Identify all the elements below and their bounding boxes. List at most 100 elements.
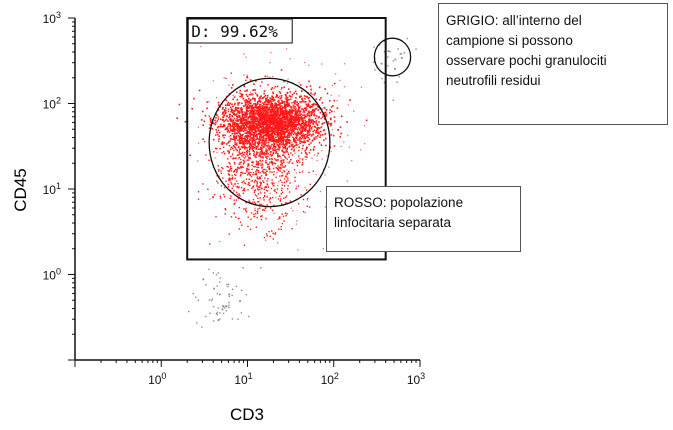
density-dot: [278, 145, 281, 148]
density-dot: [267, 109, 269, 112]
density-dot: [231, 175, 233, 177]
density-dot: [251, 168, 253, 171]
density-dot: [233, 170, 236, 172]
density-dot: [269, 139, 271, 141]
density-dot: [264, 150, 267, 152]
density-dot: [219, 312, 221, 314]
density-dot: [295, 147, 298, 149]
density-dot: [251, 104, 253, 107]
density-dot: [271, 163, 274, 166]
density-dot: [273, 174, 275, 176]
density-dot: [272, 129, 275, 132]
density-dot: [226, 283, 228, 286]
density-dot: [254, 194, 257, 196]
density-dot: [220, 123, 222, 126]
density-dot: [277, 165, 279, 167]
density-dot: [287, 179, 289, 181]
density-dot: [228, 151, 230, 154]
density-dot: [275, 94, 278, 97]
density-dot: [256, 123, 258, 126]
density-dot: [249, 132, 252, 135]
density-dot: [291, 108, 294, 111]
density-dot: [262, 131, 264, 134]
density-dot: [254, 143, 256, 145]
density-dot: [283, 128, 286, 130]
density-dot: [247, 135, 249, 138]
density-dot: [254, 128, 257, 131]
density-dot: [288, 131, 291, 133]
density-dot: [324, 206, 326, 208]
density-dot: [241, 95, 243, 98]
density-dot: [255, 173, 258, 176]
density-dot: [237, 104, 240, 106]
density-dot: [280, 96, 283, 99]
density-dot: [224, 213, 226, 215]
density-dot: [238, 167, 240, 169]
density-dot: [250, 111, 253, 113]
density-dot: [224, 107, 227, 109]
density-dot: [312, 104, 314, 107]
density-dot: [299, 84, 302, 86]
density-dot: [275, 119, 278, 122]
density-dot: [243, 147, 246, 150]
density-dot: [266, 130, 268, 133]
density-dot: [246, 159, 248, 161]
density-dot: [261, 153, 263, 155]
density-dot: [290, 124, 293, 127]
density-dot: [228, 136, 230, 138]
density-dot: [229, 140, 231, 142]
density-dot: [264, 187, 266, 189]
density-dot: [232, 84, 234, 86]
density-dot: [291, 121, 294, 123]
density-dot: [259, 181, 261, 183]
density-dot: [281, 184, 284, 186]
density-dot: [259, 85, 261, 87]
density-dot: [289, 132, 292, 135]
density-dot: [261, 125, 264, 128]
density-dot: [232, 130, 234, 133]
density-dot: [252, 107, 255, 109]
density-dot: [308, 80, 310, 83]
density-dot: [306, 113, 308, 116]
density-dot: [275, 148, 278, 151]
density-dot: [295, 119, 297, 122]
density-dot: [302, 125, 305, 128]
density-dot: [289, 182, 291, 184]
density-dot: [287, 78, 289, 80]
density-dot: [270, 155, 273, 157]
density-dot: [271, 148, 274, 150]
density-dot: [240, 126, 243, 128]
data-point-grigio: [400, 56, 403, 59]
density-dot: [320, 117, 323, 120]
density-dot: [301, 163, 304, 166]
density-dot: [232, 105, 234, 108]
density-dot: [270, 51, 272, 54]
density-dot: [235, 136, 238, 138]
density-dot: [229, 127, 231, 130]
density-dot: [246, 74, 249, 76]
density-dot: [222, 177, 224, 179]
density-dot: [205, 154, 207, 156]
density-dot: [279, 166, 282, 169]
density-dot: [310, 142, 312, 144]
density-dot: [262, 130, 265, 132]
density-dot: [269, 110, 271, 112]
density-dot: [253, 106, 256, 109]
density-dot: [202, 124, 205, 126]
density-dot: [287, 136, 290, 139]
density-dot: [279, 105, 282, 108]
density-dot: [242, 166, 244, 169]
density-dot: [265, 173, 267, 175]
y-tick-label: 103: [43, 10, 61, 26]
density-dot: [264, 75, 267, 78]
density-dot: [235, 122, 238, 125]
density-dot: [242, 159, 245, 162]
density-dot: [247, 128, 250, 130]
density-dot: [270, 139, 272, 141]
density-dot: [241, 181, 243, 184]
density-dot: [226, 115, 228, 117]
density-dot: [252, 89, 254, 91]
density-dot: [316, 115, 318, 117]
density-dot: [252, 115, 254, 117]
density-dot: [255, 134, 258, 137]
